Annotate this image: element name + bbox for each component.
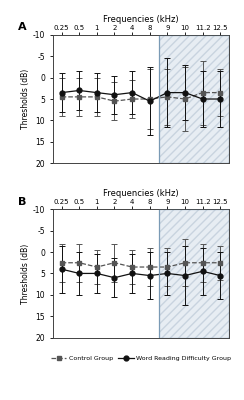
Text: A: A [18, 22, 26, 32]
Bar [159, 35, 229, 163]
X-axis label: Frequencies (kHz): Frequencies (kHz) [103, 15, 179, 24]
Bar [159, 209, 229, 338]
Y-axis label: Thresholds (dB): Thresholds (dB) [21, 243, 30, 304]
Bar [159, 209, 229, 338]
Legend: Control Group, Word Reading Difficulty Group: Control Group, Word Reading Difficulty G… [48, 354, 234, 364]
X-axis label: Frequencies (kHz): Frequencies (kHz) [103, 190, 179, 198]
Bar [159, 35, 229, 163]
Y-axis label: Thresholds (dB): Thresholds (dB) [21, 69, 30, 129]
Text: B: B [18, 196, 26, 206]
